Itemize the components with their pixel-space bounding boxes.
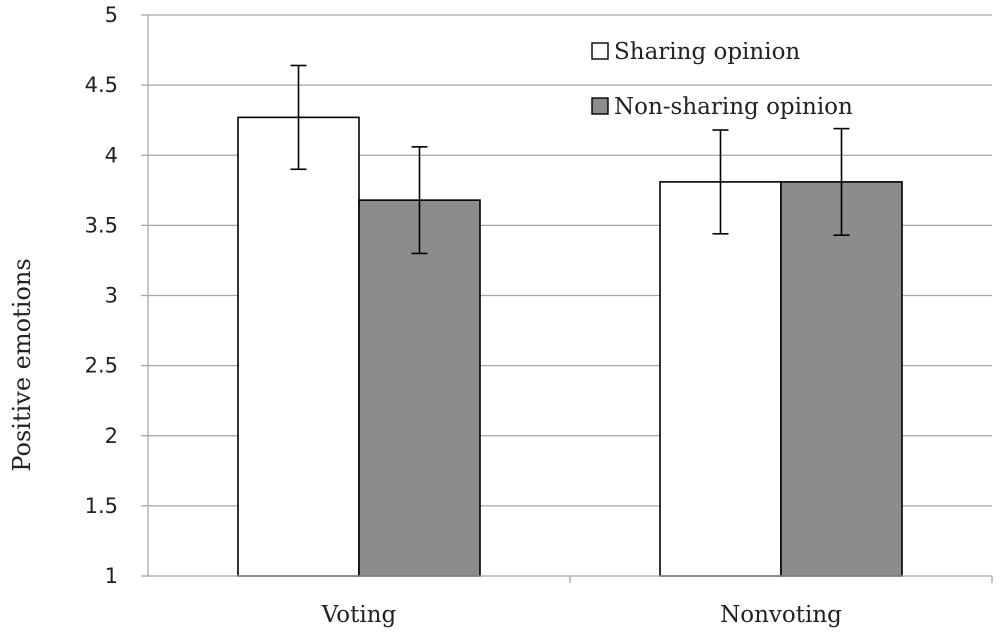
y-tick-label: 1 <box>105 564 118 588</box>
bar-sharing <box>237 116 360 577</box>
bars-group <box>237 64 903 577</box>
y-tick-label: 4 <box>105 143 118 167</box>
legend-label: Non-sharing opinion <box>614 94 853 120</box>
y-tick-label: 1.5 <box>85 494 118 518</box>
legend-swatch-sharing <box>591 42 609 60</box>
y-axis-title: Positive emotions <box>8 258 36 471</box>
bar-sharing <box>659 181 782 577</box>
bar-non-sharing <box>780 181 903 577</box>
y-tick-label: 5 <box>105 3 118 27</box>
legend: Sharing opinion Non-sharing opinion <box>591 39 853 120</box>
y-tick-label: 3 <box>105 284 118 308</box>
y-tick-label: 2 <box>105 424 118 448</box>
bar-non-sharing <box>358 199 481 577</box>
axes-group <box>141 14 993 583</box>
y-tick-label: 4.5 <box>85 73 118 97</box>
y-tick-labels: 1 1.5 2 2.5 3 3.5 4 4.5 5 <box>85 3 118 588</box>
y-tick-label: 3.5 <box>85 213 118 237</box>
x-category-label: Voting <box>321 602 397 628</box>
legend-label: Sharing opinion <box>614 39 800 65</box>
x-category-label: Nonvoting <box>720 602 842 628</box>
x-category-labels: Voting Nonvoting <box>321 602 842 628</box>
legend-swatch-non-sharing <box>591 97 609 115</box>
y-tick-label: 2.5 <box>85 354 118 378</box>
